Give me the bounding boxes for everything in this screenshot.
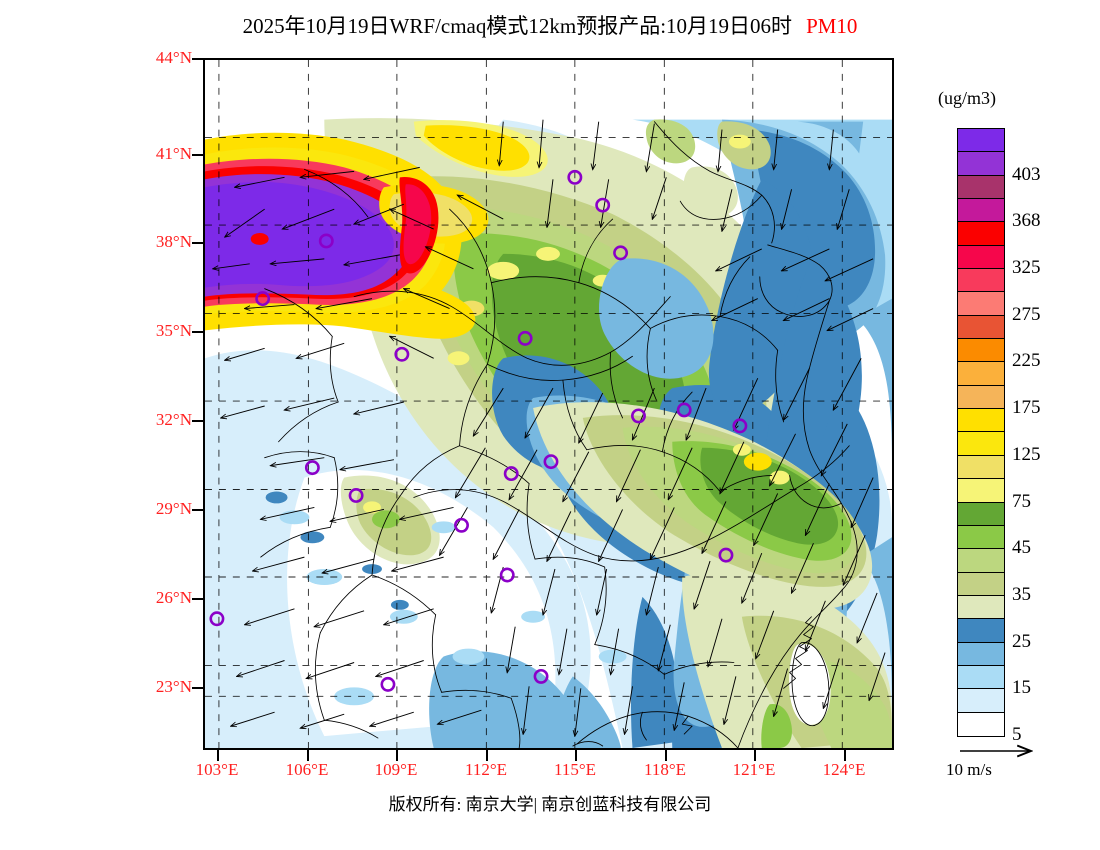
latitude-axis: 44°N 41°N 38°N 35°N 32°N 29°N 26°N 23°N — [120, 0, 192, 850]
ylabel-5: 29°N — [155, 499, 192, 518]
colorbar-band-21 — [958, 619, 1004, 643]
colorbar-label-75: 75 — [1012, 490, 1031, 512]
ylabel-1: 41°N — [155, 144, 192, 163]
ylabel-4: 32°N — [155, 410, 192, 429]
colorbar-band-12 — [958, 409, 1004, 433]
ylabel-3: 35°N — [155, 321, 192, 340]
colorbar-label-125: 125 — [1012, 443, 1041, 465]
colorbar[interactable] — [957, 128, 1005, 737]
colorbar-band-18 — [958, 549, 1004, 573]
colorbar-band-24 — [958, 689, 1004, 713]
colorbar-band-3 — [958, 199, 1004, 223]
colorbar-band-11 — [958, 385, 1004, 410]
colorbar-band-13 — [958, 432, 1004, 456]
copyright-footer: 版权所有: 南京大学| 南京创蓝科技有限公司 — [388, 795, 712, 814]
wind-scale-label: 10 m/s — [946, 760, 992, 779]
colorbar-band-0 — [958, 129, 1004, 153]
colorbar-band-14 — [958, 455, 1004, 480]
colorbar-label-25: 25 — [1012, 630, 1031, 652]
station-marker-group — [209, 169, 748, 692]
colorbar-band-25 — [958, 712, 1004, 736]
xlabel-7: 124°E — [822, 760, 866, 779]
colorbar-band-7 — [958, 292, 1004, 316]
colorbar-label-325: 325 — [1012, 257, 1041, 279]
xlabel-3: 112°E — [464, 760, 508, 779]
colorbar-band-23 — [958, 665, 1004, 690]
title-main-text: 2025年10月19日WRF/cmaq模式12km预报产品:10月19日06时 — [242, 14, 793, 38]
colorbar-band-2 — [958, 175, 1004, 200]
colorbar-band-17 — [958, 525, 1004, 550]
xlabel-5: 118°E — [643, 760, 687, 779]
xlabel-4: 115°E — [553, 760, 597, 779]
wind-vector-field — [213, 119, 886, 736]
colorbar-band-19 — [958, 572, 1004, 596]
map-plot-area[interactable] — [203, 58, 894, 750]
colorbar-label-225: 225 — [1012, 350, 1041, 372]
colorbar-label-15: 15 — [1012, 677, 1031, 699]
wind-arrow-icon — [960, 742, 1088, 766]
xlabel-2: 109°E — [374, 760, 418, 779]
colorbar-label-35: 35 — [1012, 583, 1031, 605]
xlabel-0: 103°E — [195, 760, 239, 779]
colorbar-label-275: 275 — [1012, 303, 1041, 325]
colorbar-label-403: 403 — [1012, 163, 1041, 185]
wind-scale-reference: 10 m/s — [946, 742, 1088, 788]
title-variable-label: PM10 — [806, 14, 858, 38]
ylabel-2: 38°N — [155, 232, 192, 251]
colorbar-band-1 — [958, 152, 1004, 176]
xlabel-6: 121°E — [732, 760, 776, 779]
colorbar-units-label: (ug/m3) — [938, 88, 996, 108]
ylabel-6: 26°N — [155, 588, 192, 607]
colorbar-band-6 — [958, 269, 1004, 293]
colorbar-label-175: 175 — [1012, 397, 1041, 419]
colorbar-label-368: 368 — [1012, 210, 1041, 232]
colorbar-band-16 — [958, 502, 1004, 526]
pm10-concentration-map — [205, 60, 892, 748]
colorbar-band-10 — [958, 362, 1004, 386]
colorbar-band-22 — [958, 642, 1004, 666]
colorbar-band-20 — [958, 595, 1004, 620]
colorbar-band-8 — [958, 315, 1004, 340]
ylabel-7: 23°N — [155, 677, 192, 696]
colorbar-band-4 — [958, 222, 1004, 246]
colorbar-label-5: 5 — [1012, 724, 1022, 745]
longitude-axis: 103°E 106°E 109°E 112°E 115°E 118°E 121°… — [0, 760, 1100, 790]
ylabel-0: 44°N — [155, 48, 192, 67]
xlabel-1: 106°E — [285, 760, 329, 779]
page-title: 2025年10月19日WRF/cmaq模式12km预报产品:10月19日06时 P… — [0, 10, 1100, 40]
colorbar-label-45: 45 — [1012, 537, 1031, 559]
colorbar-band-5 — [958, 245, 1004, 270]
colorbar-band-15 — [958, 479, 1004, 503]
colorbar-band-9 — [958, 339, 1004, 363]
